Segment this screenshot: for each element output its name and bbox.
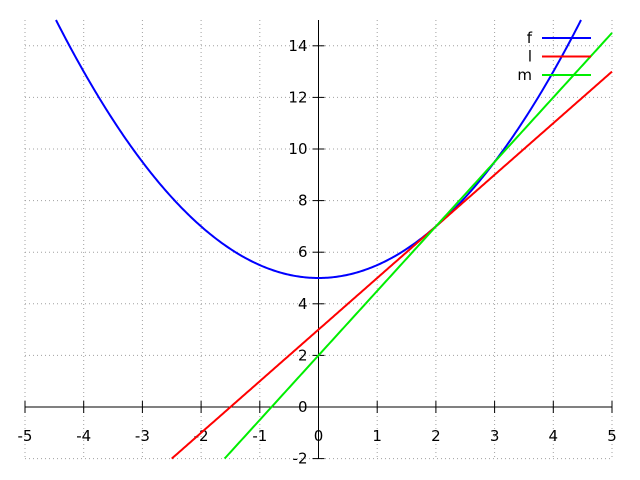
legend-label-f: f <box>527 29 533 47</box>
y-tick-label: 12 <box>288 88 307 106</box>
series-line-m <box>223 32 613 460</box>
x-tick-label: 2 <box>431 427 441 445</box>
x-tick-label: 1 <box>372 427 382 445</box>
x-tick-label: -3 <box>135 427 150 445</box>
legend-label-m: m <box>517 66 532 84</box>
x-tick-label: 4 <box>549 427 559 445</box>
y-tick-label: 14 <box>288 37 307 55</box>
y-tick-label: 2 <box>298 346 308 364</box>
series-group <box>55 19 613 460</box>
series-line-l <box>171 70 613 460</box>
x-tick-label: -1 <box>252 427 267 445</box>
y-tick-label: 4 <box>298 295 308 313</box>
x-tick-label: -2 <box>194 427 209 445</box>
y-tick-label: 6 <box>298 243 308 261</box>
y-tick-label: 10 <box>288 140 307 158</box>
x-tick-label: -5 <box>18 427 33 445</box>
y-tick-label: -2 <box>293 450 308 468</box>
legend-label-l: l <box>528 48 532 66</box>
y-tick-label: 8 <box>298 192 308 210</box>
x-tick-label: 3 <box>490 427 500 445</box>
x-tick-label: -4 <box>76 427 91 445</box>
x-tick-label: 5 <box>607 427 617 445</box>
legend: flm <box>517 29 591 84</box>
